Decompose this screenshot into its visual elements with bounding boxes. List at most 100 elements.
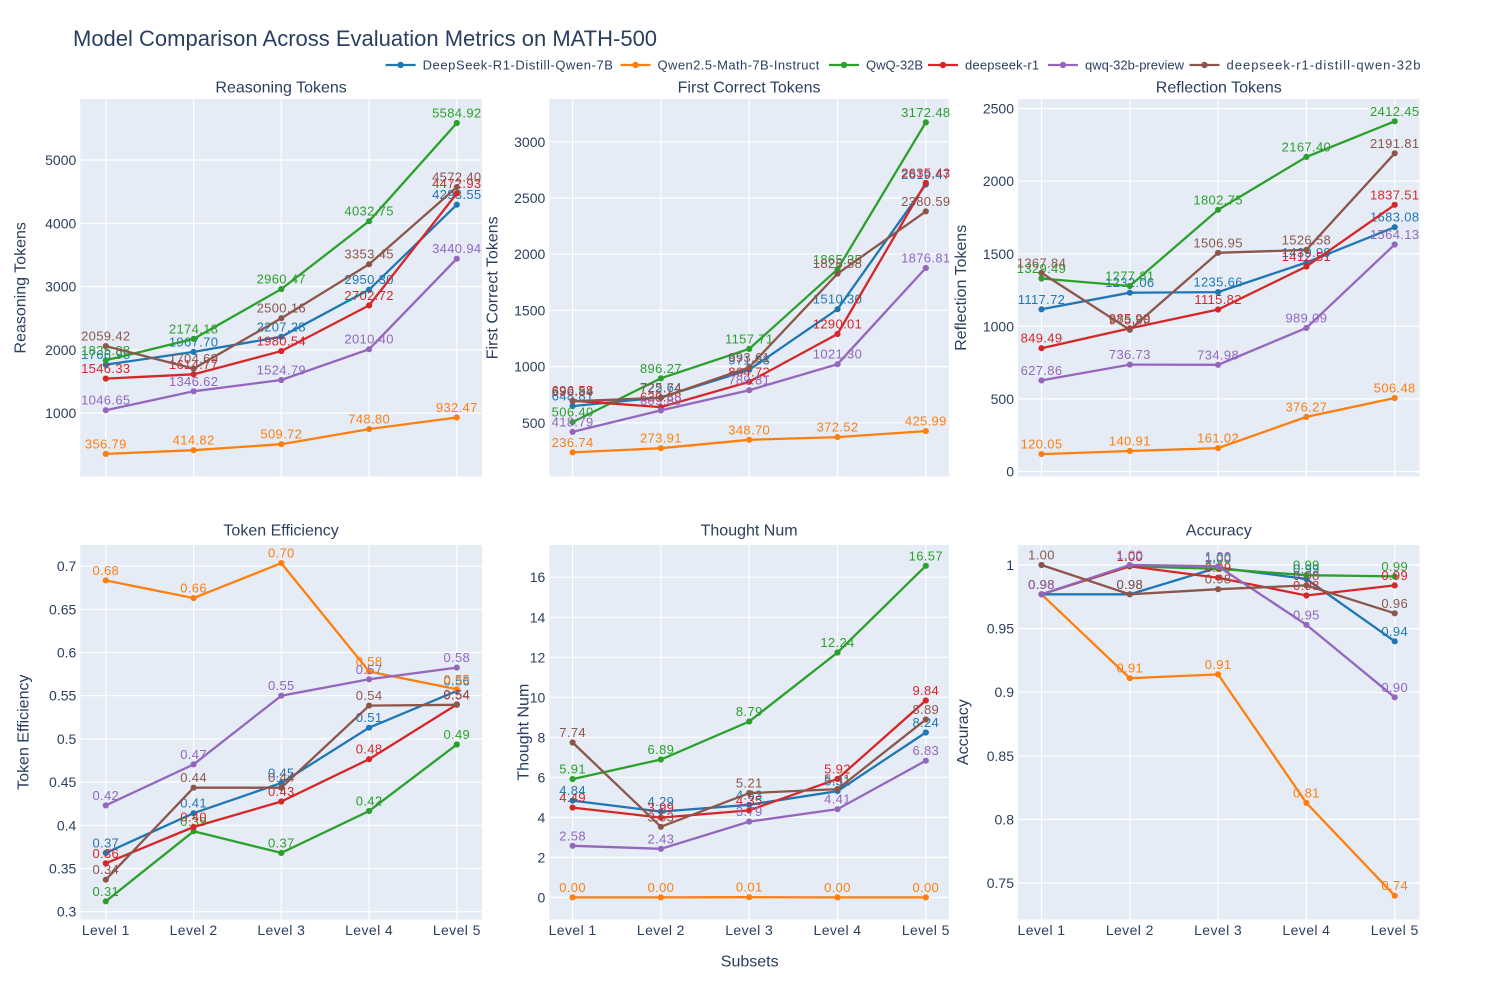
svg-text:273.91: 273.91 [640,431,682,446]
svg-text:348.70: 348.70 [728,422,770,437]
svg-text:3.53: 3.53 [648,809,675,824]
svg-text:6.83: 6.83 [912,743,939,758]
svg-text:0.55: 0.55 [268,678,295,693]
svg-text:3000: 3000 [45,279,76,295]
svg-text:6: 6 [538,769,546,785]
svg-text:0.31: 0.31 [92,884,119,899]
svg-text:deepseek-r1-distill-qwen-32b: deepseek-r1-distill-qwen-32b [1227,58,1422,73]
svg-text:1500: 1500 [983,246,1014,262]
svg-text:2000: 2000 [45,342,76,358]
svg-text:0.98: 0.98 [1028,577,1055,592]
svg-text:Reflection Tokens: Reflection Tokens [1156,80,1282,97]
svg-text:0.58: 0.58 [356,654,383,669]
svg-text:736.73: 736.73 [1109,347,1151,362]
svg-text:0.58: 0.58 [443,650,470,665]
svg-text:0.57: 0.57 [356,662,383,677]
svg-text:1000: 1000 [514,359,545,375]
svg-text:1115.82: 1115.82 [1194,292,1242,307]
svg-text:Level 5: Level 5 [1371,922,1419,938]
svg-text:0.98: 0.98 [1028,577,1055,592]
svg-text:2960.47: 2960.47 [257,272,306,287]
svg-text:Level 1: Level 1 [82,922,130,938]
svg-text:1526.58: 1526.58 [1282,232,1331,247]
svg-text:0.00: 0.00 [648,880,675,895]
svg-text:2500: 2500 [514,190,545,206]
svg-text:2000: 2000 [983,173,1014,189]
svg-text:1980.54: 1980.54 [257,334,306,349]
svg-text:7.74: 7.74 [559,725,586,740]
svg-text:2950.30: 2950.30 [344,272,393,287]
svg-text:0: 0 [538,889,546,905]
svg-text:5584.92: 5584.92 [432,106,481,121]
svg-text:0.98: 0.98 [1205,572,1232,587]
svg-text:3172.48: 3172.48 [901,105,950,120]
svg-text:0.42: 0.42 [356,794,383,809]
svg-text:16: 16 [530,569,546,585]
svg-text:4572.40: 4572.40 [432,170,481,185]
svg-text:1524.79: 1524.79 [257,363,306,378]
svg-text:1046.65: 1046.65 [81,393,130,408]
svg-text:2380.59: 2380.59 [901,194,950,209]
svg-text:1704.69: 1704.69 [169,351,218,366]
svg-text:2.43: 2.43 [648,831,675,846]
svg-text:1000: 1000 [983,318,1014,334]
svg-text:12: 12 [530,649,546,665]
svg-text:1510.30: 1510.30 [813,292,862,307]
svg-text:0.36: 0.36 [92,846,119,861]
svg-text:748.80: 748.80 [348,412,390,427]
svg-text:696.58: 696.58 [552,383,594,398]
svg-text:414.82: 414.82 [173,433,215,448]
svg-text:Reflection Tokens: Reflection Tokens [953,225,970,351]
svg-text:0.56: 0.56 [443,673,470,688]
svg-text:Level 5: Level 5 [433,922,481,938]
svg-text:0.4: 0.4 [57,817,77,833]
svg-text:0.98: 0.98 [1293,568,1320,583]
svg-text:0.40: 0.40 [180,810,207,825]
svg-text:1235.66: 1235.66 [1193,275,1242,290]
svg-text:1.00: 1.00 [1028,548,1055,563]
svg-text:2174.18: 2174.18 [169,321,218,336]
svg-text:2500: 2500 [983,101,1014,117]
svg-text:0.91: 0.91 [1205,657,1232,672]
svg-text:0.99: 0.99 [1293,558,1320,573]
svg-text:0.7: 0.7 [57,558,77,574]
svg-text:0.45: 0.45 [49,774,76,790]
svg-text:Accuracy: Accuracy [1186,523,1252,540]
svg-text:0.35: 0.35 [49,861,76,877]
svg-text:1506.95: 1506.95 [1193,235,1242,250]
svg-text:0.99: 0.99 [1381,568,1408,583]
svg-text:0.98: 0.98 [1028,577,1055,592]
svg-text:1232.06: 1232.06 [1105,275,1154,290]
svg-text:690.84: 690.84 [552,384,594,399]
svg-text:0.74: 0.74 [1381,878,1408,893]
svg-text:789.81: 789.81 [728,373,770,388]
svg-text:0.99: 0.99 [1381,559,1408,574]
svg-text:0.75: 0.75 [987,875,1014,891]
svg-text:1.00: 1.00 [1116,549,1143,564]
svg-text:0.34: 0.34 [92,862,119,877]
svg-text:2207.28: 2207.28 [257,319,306,334]
svg-text:1: 1 [1006,557,1014,573]
svg-text:2000: 2000 [514,246,545,262]
svg-text:8.89: 8.89 [912,702,939,717]
svg-text:2500.16: 2500.16 [257,301,306,316]
svg-text:DeepSeek-R1-Distill-Qwen-7B: DeepSeek-R1-Distill-Qwen-7B [423,58,614,73]
svg-text:0.37: 0.37 [268,835,295,850]
svg-text:Reasoning Tokens: Reasoning Tokens [215,80,346,97]
svg-text:1.00: 1.00 [1205,550,1232,565]
svg-text:120.05: 120.05 [1021,437,1063,452]
svg-text:0.01: 0.01 [736,880,763,895]
svg-text:2191.81: 2191.81 [1370,136,1419,151]
svg-text:1.00: 1.00 [1116,549,1143,564]
svg-text:2702.72: 2702.72 [344,288,393,303]
svg-text:0.51: 0.51 [356,710,383,725]
svg-text:1290.01: 1290.01 [813,317,862,332]
svg-text:500: 500 [522,415,546,431]
svg-text:1346.62: 1346.62 [169,374,218,389]
svg-text:0.49: 0.49 [443,727,470,742]
svg-text:Accuracy: Accuracy [955,699,972,765]
svg-text:0.94: 0.94 [1381,624,1408,639]
svg-text:0.48: 0.48 [356,742,383,757]
svg-text:4.29: 4.29 [648,794,675,809]
svg-text:0.5: 0.5 [57,731,77,747]
